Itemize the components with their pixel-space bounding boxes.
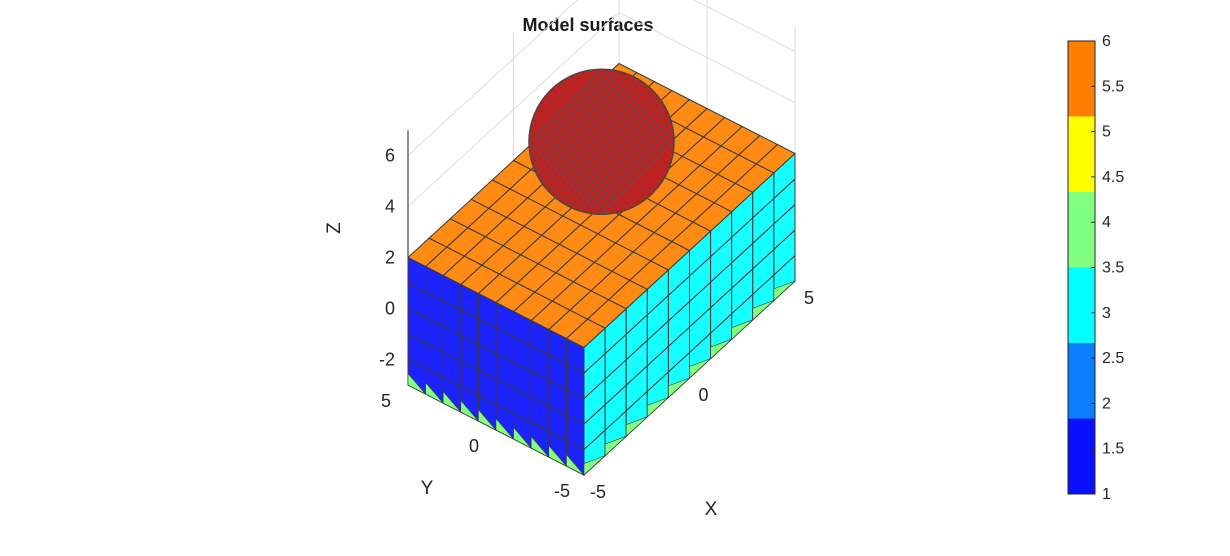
y-tick-label: -5 <box>554 481 570 501</box>
z-tick-label: 6 <box>385 146 395 166</box>
box-bottom-marker <box>604 435 627 457</box>
colorbar-tick-label: 4 <box>1102 214 1111 231</box>
x-axis-label: X <box>705 499 718 520</box>
box-bottom-marker <box>625 416 648 437</box>
x-tick-label: 0 <box>698 385 708 405</box>
z-axis-label: Z <box>324 222 345 234</box>
mesh-line <box>576 69 674 215</box>
box-bottom-marker <box>583 455 606 476</box>
mesh-line <box>529 69 674 215</box>
colorbar-band <box>1068 41 1095 117</box>
colorbar-tick-label: 4.5 <box>1102 169 1124 186</box>
mesh-line <box>568 69 674 215</box>
mesh-line <box>529 69 642 215</box>
mesh-line <box>600 69 674 215</box>
box-faces <box>407 62 796 477</box>
colorbar-band <box>1068 192 1095 268</box>
colorbar-tick-label: 2.5 <box>1102 350 1124 367</box>
box-bottom-marker <box>752 300 775 321</box>
colorbar: 1 1.5 2 2.5 3 3.5 4 4.5 5 5.5 6 <box>1067 33 1124 503</box>
x-tick-label: -5 <box>590 482 606 502</box>
colorbar-tick-label: 1 <box>1102 486 1111 503</box>
box-bottom-marker <box>773 280 796 302</box>
colorbar-tick-label: 3 <box>1102 305 1111 322</box>
box-bottom-marker <box>646 397 669 418</box>
box-bottom-marker <box>478 408 497 431</box>
grid-line <box>618 12 796 103</box>
box-bottom-marker <box>530 435 550 458</box>
grid-line <box>407 12 620 207</box>
mesh-line <box>592 69 674 215</box>
grid-line <box>693 0 796 52</box>
box-bottom-marker <box>731 319 754 340</box>
colorbar-band <box>1068 116 1095 193</box>
colorbar-tick-label: 5.5 <box>1102 78 1124 95</box>
colorbar-tick-label: 6 <box>1102 33 1111 50</box>
colorbar-tick-label: 3.5 <box>1102 260 1124 277</box>
colorbar-tick-label: 1.5 <box>1102 441 1124 458</box>
box-bottom-marker <box>460 399 479 422</box>
grid-line <box>407 0 578 156</box>
mesh-line <box>560 69 674 215</box>
sphere <box>528 68 675 215</box>
mesh-line <box>529 69 634 215</box>
z-tick-label: 2 <box>385 248 395 268</box>
y-tick-label: 5 <box>381 391 391 411</box>
mesh-line <box>529 69 650 215</box>
box-bottom-marker <box>689 358 711 379</box>
box-bottom-marker <box>710 338 732 360</box>
colorbar-band <box>1068 342 1095 419</box>
z-tick-label: -2 <box>379 350 395 370</box>
box-bottom-marker <box>668 377 690 399</box>
colorbar-band <box>1068 418 1095 494</box>
colorbar-tick-label: 2 <box>1102 395 1111 412</box>
box-bottom-marker <box>442 390 462 413</box>
mesh-line <box>584 69 674 215</box>
mesh-line <box>529 69 602 215</box>
box-bottom-marker <box>495 417 514 440</box>
colorbar-tick-label: 5 <box>1102 124 1111 141</box>
box-bottom-marker <box>513 426 532 449</box>
box-bottom-marker <box>425 381 444 404</box>
z-tick-label: 0 <box>385 299 395 319</box>
box-bottom-marker <box>548 444 567 467</box>
x-tick-label: 5 <box>804 288 814 308</box>
y-axis-label: Y <box>421 478 434 499</box>
tick-labels: -2 0 2 4 6 -5 0 5 -5 0 5 <box>379 146 814 503</box>
y-tick-label: 0 <box>469 436 479 456</box>
colorbar-band <box>1068 267 1095 343</box>
box-bottom-marker <box>566 453 585 476</box>
z-tick-label: 4 <box>385 197 395 217</box>
box-bottom-marker <box>407 372 426 395</box>
axes-3d: -2 0 2 4 6 -5 0 5 -5 0 5 X Y Z <box>324 0 814 520</box>
